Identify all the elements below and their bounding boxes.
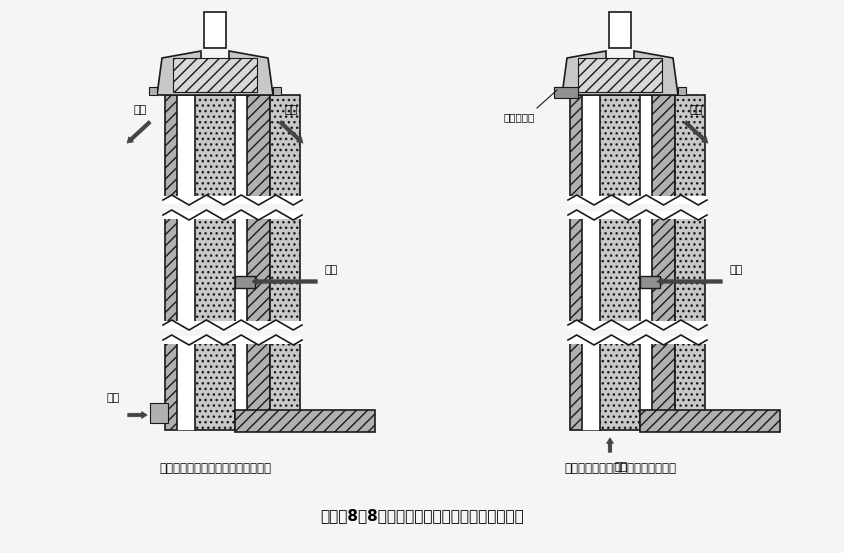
Bar (570, 215, 582, 325)
Bar (270, 215, 300, 325)
Bar (652, 340, 674, 430)
Bar (195, 340, 235, 430)
Bar (246, 95, 270, 200)
Bar (163, 336, 301, 344)
Text: 吸気: 吸気 (729, 265, 743, 275)
Bar (567, 196, 706, 204)
Bar (163, 321, 301, 329)
Bar (163, 196, 301, 204)
Bar (235, 340, 246, 430)
Text: 排気: 排気 (284, 105, 298, 115)
Text: 吸気: 吸気 (614, 462, 627, 472)
Polygon shape (554, 87, 561, 95)
Polygon shape (149, 87, 157, 95)
Text: 吸気: 吸気 (325, 265, 338, 275)
Bar (150, 403, 168, 423)
Bar (599, 95, 639, 200)
Bar (567, 336, 706, 344)
Bar (570, 95, 582, 200)
Bar (165, 95, 176, 200)
Bar (235, 95, 246, 200)
Bar (599, 340, 639, 430)
Bar (652, 215, 674, 325)
Bar (165, 215, 176, 325)
Bar (270, 340, 300, 430)
Bar (674, 340, 704, 430)
Bar (165, 340, 176, 430)
Text: 手すりの両側で通気を排出する笠木: 手すりの両側で通気を排出する笠木 (159, 462, 271, 475)
Bar (652, 95, 674, 200)
Bar (195, 215, 235, 325)
Text: 参考図8－8　手すり壁の通気構法のイメージ図: 参考図8－8 手すり壁の通気構法のイメージ図 (320, 508, 523, 523)
Polygon shape (173, 58, 257, 92)
Bar (235, 410, 375, 432)
Bar (246, 215, 270, 325)
Bar (570, 340, 582, 430)
Polygon shape (561, 51, 677, 95)
Polygon shape (577, 58, 661, 92)
Bar (203, 12, 225, 48)
Text: 吸気: 吸気 (106, 393, 120, 403)
Bar (639, 215, 652, 325)
Bar (639, 410, 779, 432)
Text: 排気: 排気 (133, 105, 147, 115)
Bar (176, 95, 195, 200)
Bar (270, 95, 300, 200)
Bar (246, 340, 270, 430)
Bar (639, 95, 652, 200)
Bar (195, 95, 235, 200)
Bar (674, 95, 704, 200)
Polygon shape (677, 87, 685, 95)
Bar (674, 215, 704, 325)
Bar (582, 95, 599, 200)
Bar (176, 215, 195, 325)
Bar (639, 275, 659, 288)
Polygon shape (273, 87, 281, 95)
Text: シーリング: シーリング (503, 112, 534, 122)
Bar (639, 340, 652, 430)
Bar (235, 215, 246, 325)
Text: 手すりの内側で通気を排出する笠木: 手すりの内側で通気を排出する笠木 (563, 462, 675, 475)
Bar (567, 211, 706, 219)
Bar (235, 275, 255, 288)
Bar (599, 215, 639, 325)
Bar (582, 215, 599, 325)
Text: 排気: 排気 (690, 105, 702, 115)
Bar (163, 211, 301, 219)
Bar (567, 321, 706, 329)
Bar (609, 12, 630, 48)
Polygon shape (554, 87, 577, 98)
Bar (176, 340, 195, 430)
Polygon shape (157, 51, 273, 95)
Bar (582, 340, 599, 430)
